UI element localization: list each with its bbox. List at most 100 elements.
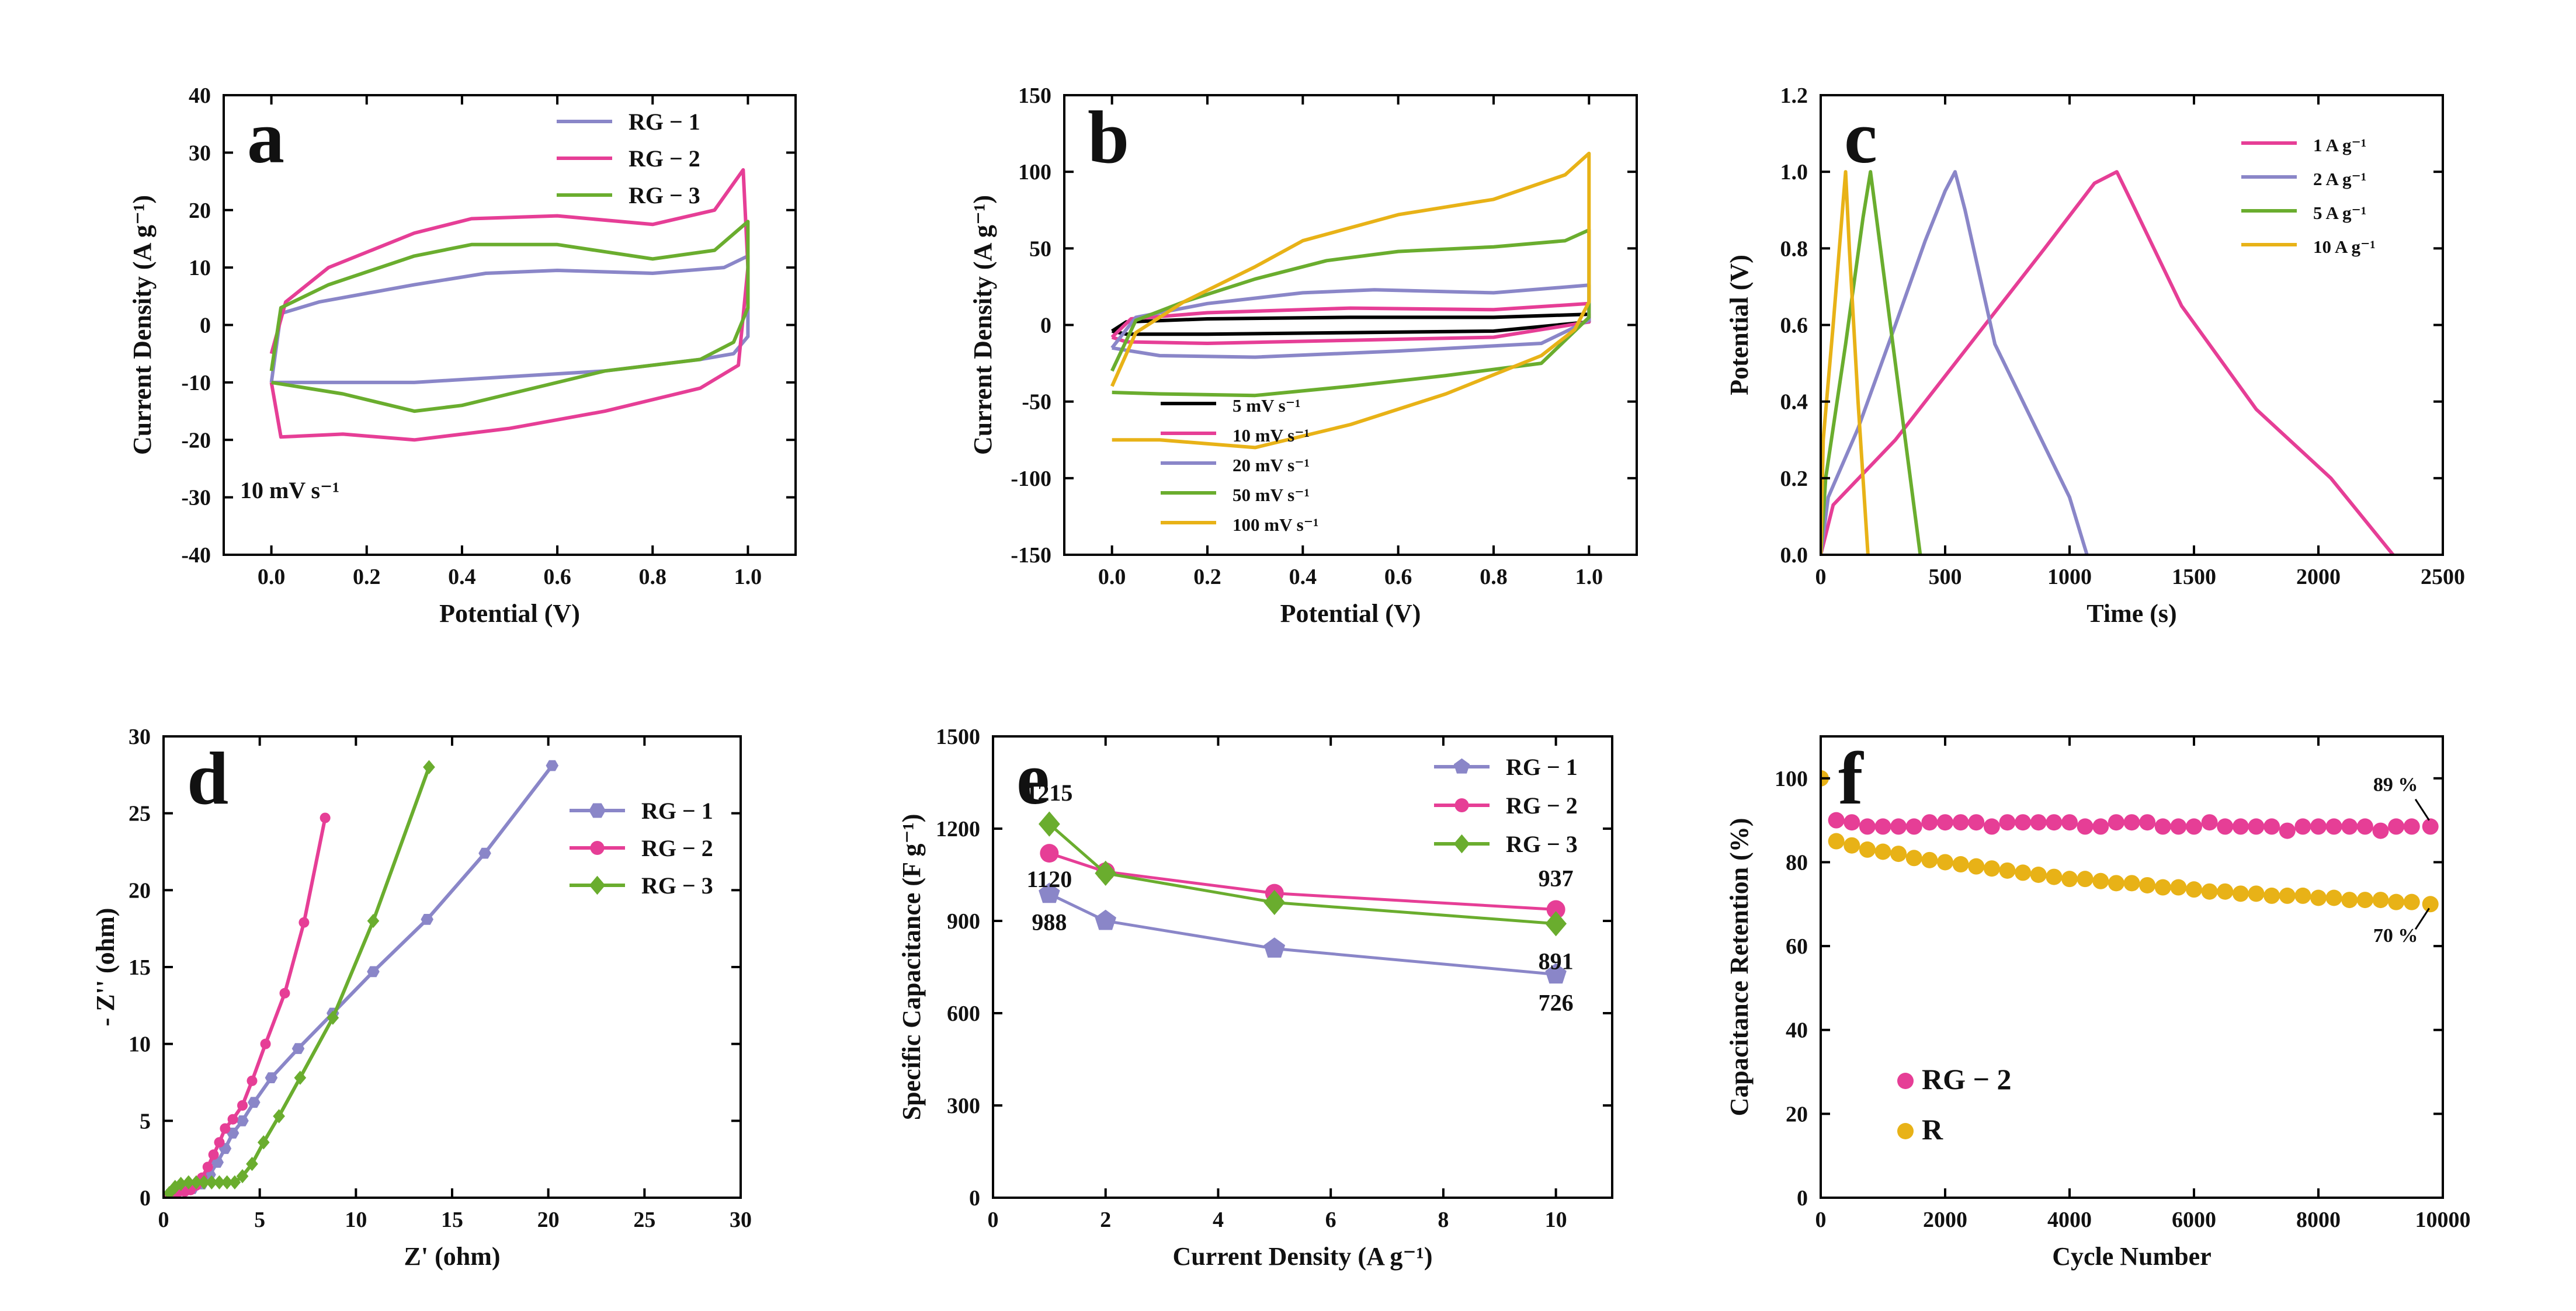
data-point (2279, 822, 2296, 839)
data-point (2341, 892, 2358, 909)
y-tick-label: -10 (181, 371, 211, 395)
data-point (1983, 818, 2000, 835)
data-point (2186, 818, 2202, 835)
data-point (214, 1137, 225, 1148)
x-tick-label: 30 (730, 1208, 752, 1232)
data-label: 891 (1539, 948, 1574, 975)
x-tick-label: 10 (1545, 1208, 1567, 1232)
plot-area (269, 168, 750, 442)
data-point (2310, 818, 2327, 835)
legend-item-1: RG − 1 (1434, 754, 1578, 780)
data-label: 1215 (1026, 780, 1072, 806)
x-tick-label: 1000 (2047, 565, 2092, 589)
data-point (1874, 818, 1891, 835)
x-tick-label: 2 (1100, 1208, 1111, 1232)
y-tick-label: 0.6 (1780, 314, 1808, 338)
data-point (2232, 818, 2249, 835)
y-tick-label: 20 (129, 878, 151, 903)
panel-c: 0 500 1000 1500 2000 2500 0.0 0.2 0.4 0.6 0.8 1.0 1.… (1725, 84, 2465, 628)
data-point (273, 1109, 285, 1124)
legend-label: 10 mV s⁻¹ (1233, 425, 1310, 446)
data-point (2123, 814, 2140, 831)
y-tick-label: 900 (947, 909, 980, 934)
series-line (1048, 823, 1556, 926)
data-point (279, 987, 290, 999)
y-tick-label: 0 (1040, 314, 1051, 338)
data-point (2372, 892, 2389, 909)
legend-marker (1453, 758, 1470, 774)
data-point (546, 760, 559, 771)
x-tick-label: 2000 (2296, 565, 2341, 589)
legend: 5 mV s⁻¹ 10 mV s⁻¹ 20 mV s⁻¹ 50 mV s⁻¹ 100 m… (1161, 395, 1318, 535)
series-line (1821, 170, 2089, 555)
y-tick-label: -150 (1011, 543, 1051, 568)
data-point (202, 1162, 213, 1173)
data-point (236, 1169, 249, 1184)
data-point (2422, 818, 2439, 835)
data-point (1844, 814, 1860, 831)
x-tick-label: 4 (1213, 1208, 1224, 1232)
y-tick-label: 10 (129, 1032, 151, 1057)
data-point (2388, 818, 2405, 835)
data-point (246, 1156, 258, 1171)
panel-a: 0.0 0.2 0.4 0.6 0.8 1.0 -40 -30 -20 -10 0 10 20 30 40 P… (128, 84, 797, 628)
legend-item-2: RG − 2 (570, 835, 713, 861)
axes-frame (1820, 94, 2444, 556)
data-point (2217, 818, 2234, 835)
y-tick-label: 0.8 (1780, 237, 1808, 261)
y-axis-title: Potential (V) (1725, 255, 1754, 395)
data-point (2356, 892, 2373, 909)
x-tick-label: 0.2 (353, 565, 381, 589)
x-tick-label: 1.0 (734, 565, 762, 589)
legend-marker (1454, 798, 1469, 812)
data-point (2294, 887, 2311, 904)
legend-marker (1897, 1123, 1914, 1139)
data-point (2356, 818, 2373, 835)
y-tick-label: 30 (129, 725, 151, 749)
series-c-1 (1821, 170, 2395, 555)
data-point (221, 1175, 234, 1190)
data-point (1905, 818, 1922, 835)
legend-item-2: R (1897, 1113, 1943, 1146)
data-point (294, 1070, 307, 1085)
x-tick-label: 6000 (2172, 1208, 2216, 1232)
legend-marker (589, 875, 606, 895)
legend-label: RG − 2 (1922, 1063, 2012, 1096)
data-point (1937, 814, 1953, 831)
data-point (228, 1175, 241, 1190)
annotations: 89 % 70 % (2373, 774, 2430, 947)
legend-label: R (1922, 1113, 1943, 1146)
data-point (2015, 814, 2032, 831)
series-f-2 (1821, 770, 2439, 913)
data-point (2217, 883, 2234, 900)
data-label: 726 (1539, 990, 1574, 1016)
panel-label: b (1088, 96, 1129, 179)
x-tick-label: 0 (1815, 1208, 1827, 1232)
series-line (1821, 170, 2395, 555)
data-point (1546, 900, 1565, 919)
series-d-2 (164, 812, 331, 1198)
y-tick-label: 100 (1018, 160, 1051, 185)
y-axis-title: Current Density (A g⁻¹) (128, 195, 157, 455)
legend-label: 10 A g⁻¹ (2313, 237, 2376, 257)
data-point (1828, 833, 1845, 850)
legend-item-3: RG − 3 (570, 872, 713, 899)
data-point (2170, 818, 2187, 835)
legend-label: 5 A g⁻¹ (2313, 203, 2366, 223)
panel-label: d (187, 737, 228, 820)
data-labels: 1215 1120 988 937 891 726 (1026, 780, 1573, 1016)
data-point (265, 1072, 278, 1083)
y-tick-label: 30 (189, 141, 211, 165)
x-tick-label: 0 (988, 1208, 999, 1232)
y-axis-title: Capacitance Retention (%) (1725, 818, 1754, 1117)
y-tick-label: 100 (1775, 767, 1808, 791)
y-tick-label: 5 (140, 1109, 151, 1133)
y-tick-label: 0 (1797, 1186, 1808, 1211)
data-point (1921, 851, 1938, 868)
data-point (2294, 818, 2311, 835)
data-label: 988 (1032, 909, 1067, 936)
y-tick-label: -100 (1011, 467, 1051, 491)
legend-item-5: 100 mV s⁻¹ (1161, 514, 1318, 535)
x-axis-title: Current Density (A g⁻¹) (1172, 1242, 1432, 1271)
x-tick-label: 0 (1815, 565, 1827, 589)
